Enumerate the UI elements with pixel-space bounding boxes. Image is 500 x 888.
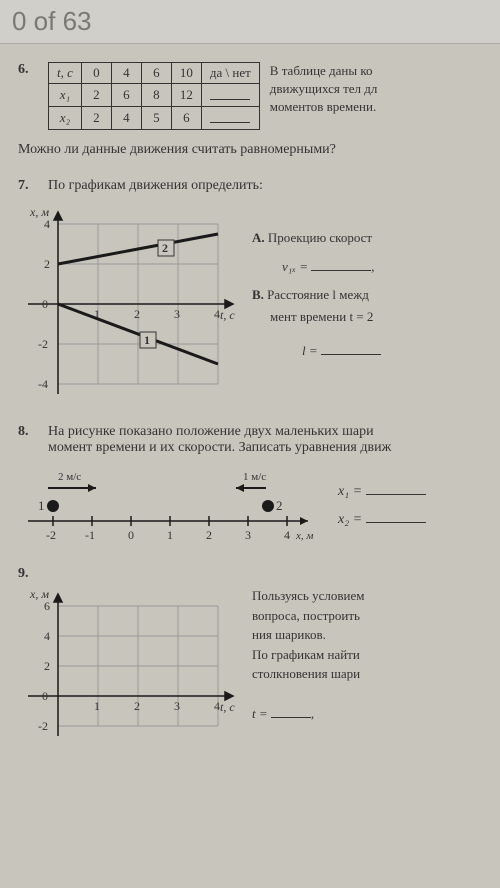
- p9-t-label: t =: [252, 706, 268, 721]
- th-10: 10: [171, 63, 201, 84]
- r2-blank: [201, 107, 259, 130]
- th-t: t, с: [49, 63, 82, 84]
- svg-text:0: 0: [42, 297, 48, 311]
- problem-8-numberline: 2 м/с 1 м/с 1 2: [18, 466, 318, 546]
- problem-6-question: Можно ли данные движения считать равноме…: [18, 142, 492, 158]
- p8-text1: На рисунке показано положение двух мален…: [48, 424, 391, 440]
- svg-text:-2: -2: [38, 719, 48, 733]
- svg-text:2: 2: [206, 528, 212, 542]
- problem-9-chart: x, м t, с 6 4 2 0 -2 1 2 3 4: [18, 586, 238, 756]
- problem-6-num: 6.: [18, 62, 38, 78]
- svg-text:2: 2: [134, 307, 140, 321]
- problem-7-questions: А. Проекцию скорост v₁ₓ = , В. Расстояни…: [252, 204, 381, 365]
- svg-text:4: 4: [44, 217, 50, 231]
- r1-v3: 12: [171, 84, 201, 107]
- svg-text:t, с: t, с: [220, 700, 235, 714]
- problem-8-answers: x₁ = x₂ =: [338, 478, 426, 534]
- r1-blank: [201, 84, 259, 107]
- svg-text:1: 1: [167, 528, 173, 542]
- p7-v-label: v₁ₓ =: [282, 259, 308, 274]
- svg-text:t, с: t, с: [220, 308, 235, 322]
- svg-text:1: 1: [144, 333, 150, 347]
- svg-text:1: 1: [38, 498, 45, 513]
- p7-a-text: Проекцию скорост: [268, 230, 372, 245]
- svg-text:-1: -1: [85, 528, 95, 542]
- r2-x2: x₂: [49, 107, 82, 130]
- svg-text:1: 1: [94, 699, 100, 713]
- svg-text:x, м: x, м: [295, 530, 313, 542]
- p9-l3: ния шариков.: [252, 625, 364, 645]
- p9-l4: По графикам найти: [252, 645, 364, 665]
- svg-text:2: 2: [162, 241, 168, 255]
- r2-v3: 6: [171, 107, 201, 130]
- page-counter: 0 of 63: [0, 0, 500, 44]
- th-0: 0: [81, 63, 111, 84]
- problem-8: 8. На рисунке показано положение двух ма…: [18, 424, 492, 546]
- svg-text:2: 2: [44, 257, 50, 271]
- problem-7: 7. По графикам движения определить:: [18, 178, 492, 404]
- p7-l-label: l =: [302, 343, 318, 358]
- svg-text:3: 3: [174, 307, 180, 321]
- th-yesno: да \ нет: [201, 63, 259, 84]
- p7-b-text2: мент времени t = 2: [270, 309, 373, 324]
- problem-6-side: В таблице даны ко движущихся тел дл моме…: [270, 62, 378, 117]
- p7-b-label: В.: [252, 287, 264, 302]
- svg-text:3: 3: [174, 699, 180, 713]
- problem-9-num: 9.: [18, 566, 38, 582]
- svg-text:4: 4: [214, 307, 220, 321]
- problem-6: 6. t, с 0 4 6 10 да \ нет x₁ 2 6 8 12: [18, 62, 492, 158]
- r2-v2: 5: [141, 107, 171, 130]
- svg-text:-2: -2: [46, 528, 56, 542]
- p7-a-label: А.: [252, 230, 265, 245]
- svg-text:0: 0: [42, 689, 48, 703]
- page-content: 6. t, с 0 4 6 10 да \ нет x₁ 2 6 8 12: [0, 44, 500, 784]
- r1-v1: 6: [111, 84, 141, 107]
- svg-text:0: 0: [128, 528, 134, 542]
- svg-text:2 м/с: 2 м/с: [58, 471, 81, 483]
- p9-l2: вопроса, построить: [252, 606, 364, 626]
- r1-x1: x₁: [49, 84, 82, 107]
- problem-9-text: Пользуясь условием вопроса, построить ни…: [252, 586, 364, 723]
- svg-text:2: 2: [276, 498, 283, 513]
- svg-text:4: 4: [284, 528, 290, 542]
- side-l3: моментов времени.: [270, 98, 378, 116]
- side-l1: В таблице даны ко: [270, 62, 378, 80]
- r2-v1: 4: [111, 107, 141, 130]
- problem-6-table: t, с 0 4 6 10 да \ нет x₁ 2 6 8 12 x₂: [48, 62, 260, 130]
- svg-text:2: 2: [44, 659, 50, 673]
- svg-text:1 м/с: 1 м/с: [243, 471, 266, 483]
- r1-v0: 2: [81, 84, 111, 107]
- p8-x1: x₁ =: [338, 484, 362, 499]
- svg-text:2: 2: [134, 699, 140, 713]
- p7-b-text1: Расстояние l межд: [267, 287, 369, 302]
- problem-8-num: 8.: [18, 424, 38, 440]
- p9-l5: столкновения шари: [252, 664, 364, 684]
- r2-v0: 2: [81, 107, 111, 130]
- svg-text:4: 4: [214, 699, 220, 713]
- r1-v2: 8: [141, 84, 171, 107]
- svg-text:3: 3: [245, 528, 251, 542]
- problem-7-title: По графикам движения определить:: [48, 178, 263, 194]
- p8-x2: x₂ =: [338, 512, 362, 527]
- side-l2: движущихся тел дл: [270, 80, 378, 98]
- problem-7-chart: x, м t, с 4 2 0 -2 -4 1 2 3 4 1 2: [18, 204, 238, 404]
- svg-text:-2: -2: [38, 337, 48, 351]
- th-4: 4: [111, 63, 141, 84]
- svg-text:-4: -4: [38, 377, 48, 391]
- problem-9: 9.: [18, 566, 492, 756]
- svg-text:4: 4: [44, 629, 50, 643]
- th-6: 6: [141, 63, 171, 84]
- p9-l1: Пользуясь условием: [252, 586, 364, 606]
- p8-text2: момент времени и их скорости. Записать у…: [48, 440, 391, 456]
- svg-text:6: 6: [44, 599, 50, 613]
- problem-7-num: 7.: [18, 178, 38, 194]
